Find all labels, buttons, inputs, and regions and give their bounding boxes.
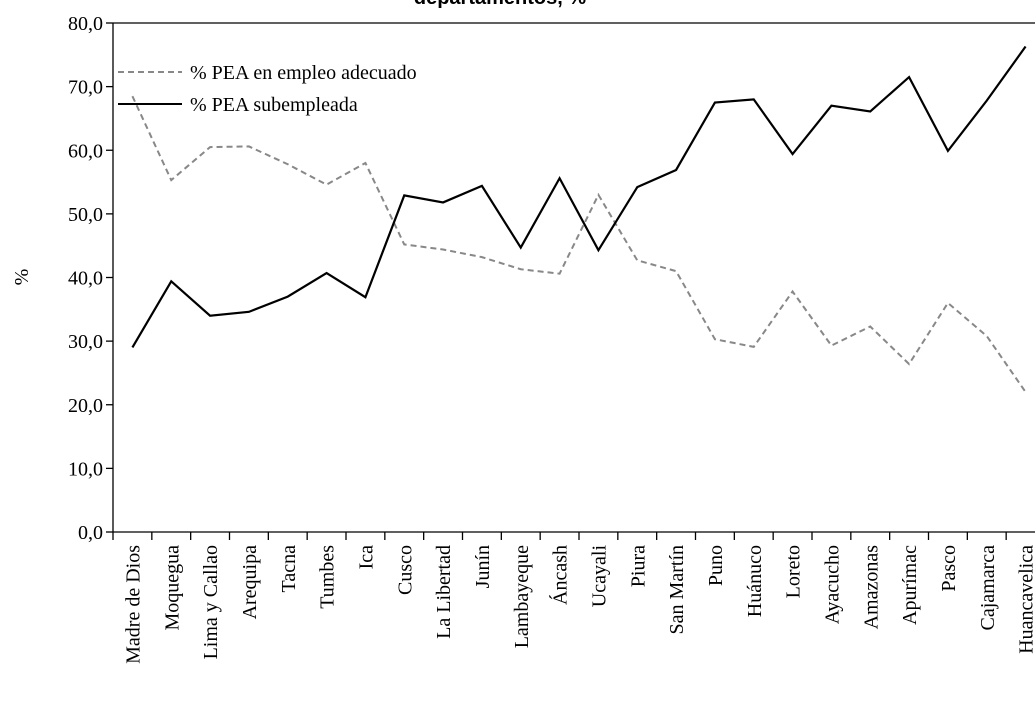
x-tick-label: Madre de Dios [122, 545, 144, 664]
x-tick-label: Lambayeque [511, 545, 533, 648]
y-tick-label: 80,0 [68, 13, 103, 35]
x-tick-label: La Libertad [433, 545, 455, 639]
x-tick-label: Piura [627, 545, 649, 587]
y-tick-label: 50,0 [68, 204, 103, 226]
x-tick-label: Amazonas [860, 545, 882, 630]
y-tick-label: 30,0 [68, 331, 103, 353]
y-tick-label: 40,0 [68, 268, 103, 290]
x-tick-label: Junín [472, 545, 494, 588]
x-tick-label: Loreto [783, 545, 805, 598]
x-tick-label: Lima y Callao [200, 545, 222, 659]
x-tick-label: Ica [355, 545, 377, 570]
x-tick-label: Áncash [549, 545, 572, 605]
line-series [131, 45, 1027, 349]
legend-label: % PEA en empleo adecuado [190, 62, 417, 84]
x-tick-label: Moquegua [161, 545, 183, 631]
x-tick-label: Arequipa [239, 545, 261, 620]
y-tick-label: 70,0 [68, 77, 103, 99]
legend-label: % PEA subempleada [190, 94, 358, 116]
x-tick-label: Tumbes [317, 545, 339, 609]
x-tick-label: Puno [705, 545, 727, 586]
x-tick-label: Huancavelica [1016, 545, 1035, 654]
y-tick-label: 60,0 [68, 140, 103, 162]
x-tick-label: San Martín [666, 545, 688, 634]
y-tick-label: 20,0 [68, 395, 103, 417]
x-tick-label: Ucayali [588, 545, 610, 608]
y-axis-label: % [11, 269, 33, 286]
x-tick-label: Cajamarca [977, 545, 999, 631]
chart-title: departamentos, % [414, 0, 586, 9]
x-tick-label: Pasco [938, 545, 960, 592]
x-tick-label: Ayacucho [821, 545, 843, 624]
x-tick-label: Huánuco [744, 545, 766, 617]
x-tick-label: Cusco [394, 545, 416, 595]
x-tick-label: Apurímac [899, 545, 921, 625]
y-tick-label: 10,0 [68, 458, 103, 480]
y-tick-label: 0,0 [78, 522, 103, 544]
x-tick-label: Tacna [278, 545, 300, 593]
line-series [131, 95, 1027, 393]
